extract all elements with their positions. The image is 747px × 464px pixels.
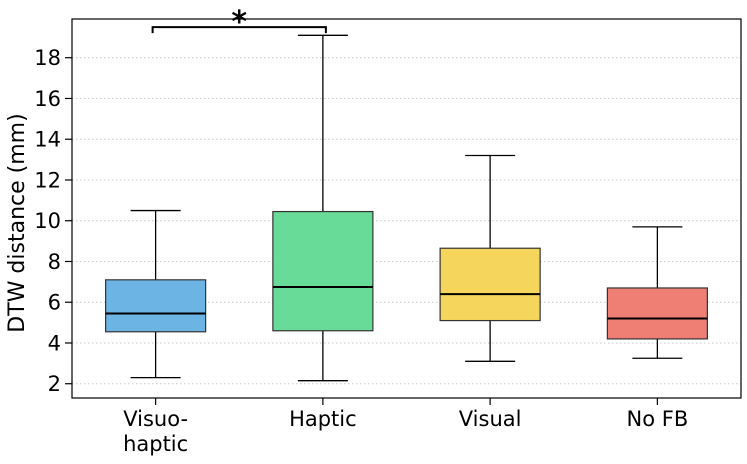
x-tick-label: Haptic	[289, 407, 357, 431]
x-tick-label: Visual	[459, 407, 522, 431]
x-tick-label: haptic	[123, 432, 188, 456]
y-tick-label: 12	[34, 168, 61, 192]
box-group	[606, 226, 708, 359]
box-group	[272, 34, 374, 382]
axes: 2 4 6 8 10 12 14 16 18 Visuo-haptic Haptic Visual No…	[34, 18, 742, 456]
y-tick-label: 4	[48, 331, 61, 355]
box-group	[105, 209, 207, 379]
y-axis-label: DTW distance (mm)	[5, 113, 30, 332]
y-tick-label: 18	[34, 46, 61, 70]
significance-bracket	[151, 26, 327, 34]
annotations: *	[151, 5, 327, 40]
box-iqr	[105, 279, 207, 333]
significance-label: *	[231, 5, 247, 40]
box-group	[439, 154, 541, 362]
y-tick-label: 14	[34, 128, 61, 152]
y-tick-label: 8	[48, 250, 61, 274]
box-iqr	[606, 287, 708, 340]
x-tick-label: Visuo-	[123, 407, 188, 431]
y-tick-label: 16	[34, 87, 61, 111]
y-tick-label: 10	[34, 209, 61, 233]
x-tick-label: No FB	[627, 407, 689, 431]
plot-frame	[71, 18, 742, 399]
box-iqr	[272, 210, 374, 332]
box-iqr	[439, 247, 541, 322]
box-series	[105, 34, 708, 382]
y-tick-label: 2	[48, 372, 61, 396]
y-tick-label: 6	[48, 291, 61, 315]
